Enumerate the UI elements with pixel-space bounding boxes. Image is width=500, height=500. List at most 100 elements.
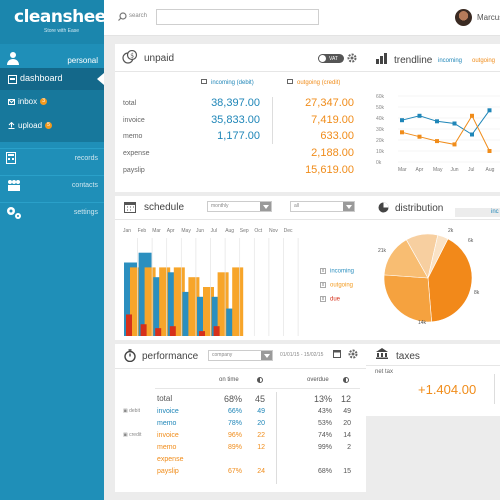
bar-due[interactable] — [213, 326, 220, 336]
row-label: expense — [123, 150, 150, 157]
sidebar-item-inbox[interactable]: inbox 3 — [8, 97, 48, 106]
active-indicator — [97, 73, 104, 85]
period-select[interactable]: monthly — [207, 201, 272, 212]
row-label: payslip — [123, 167, 145, 174]
count-badge: 5 — [45, 122, 53, 130]
month-label: Apr — [166, 228, 175, 234]
ontime-count: 22 — [257, 432, 265, 439]
sidebar-item-records[interactable]: records — [0, 148, 104, 168]
bar-due[interactable] — [140, 324, 147, 336]
vat-label: VAT — [329, 56, 338, 62]
data-point-outgoing[interactable] — [417, 134, 422, 139]
filter-select[interactable]: all — [290, 201, 355, 212]
bar-outgoing[interactable] — [130, 267, 141, 336]
data-point-incoming[interactable] — [487, 108, 492, 113]
sidebar-item-dashboard[interactable]: dashboard — [0, 68, 104, 90]
row-label[interactable]: invoice — [157, 432, 179, 439]
trendline-chart: 60k 50k 40k 30k 20k 10k 0k Mar Apr May Jun Jul Aug — [376, 94, 500, 173]
user-name[interactable]: Marcus — [477, 13, 500, 22]
sidebar-item-settings[interactable]: settings — [0, 202, 104, 222]
row-label[interactable]: invoice — [157, 408, 179, 415]
overdue-pct: 53% — [317, 420, 332, 427]
bar-outgoing[interactable] — [144, 267, 156, 336]
overdue-pct: 99% — [317, 444, 332, 451]
data-point-incoming[interactable] — [470, 132, 474, 137]
data-point-incoming[interactable] — [417, 113, 422, 118]
divider — [366, 71, 500, 72]
overdue-count: 12 — [340, 394, 351, 404]
card-title: unpaid — [144, 53, 175, 64]
bar-outgoing[interactable] — [188, 277, 200, 336]
bar-due[interactable] — [126, 314, 132, 336]
envelope-icon — [8, 98, 15, 105]
checkbox[interactable]: x — [320, 296, 326, 302]
bar-outgoing[interactable] — [173, 267, 185, 336]
bar-due[interactable] — [155, 328, 162, 336]
checkbox[interactable]: x — [320, 282, 326, 288]
avatar[interactable] — [455, 9, 472, 26]
data-point-outgoing[interactable] — [400, 130, 404, 135]
slice-label: 14k — [418, 320, 427, 326]
schedule-bar-chart — [124, 238, 299, 336]
row-label[interactable]: memo — [157, 444, 177, 451]
data-point-outgoing[interactable] — [487, 149, 492, 153]
stopwatch-icon — [124, 349, 136, 362]
vat-toggle[interactable]: VAT — [318, 54, 344, 63]
month-label: Sep — [239, 228, 249, 234]
pie-slice[interactable] — [383, 274, 432, 323]
tab-incoming[interactable]: inc — [491, 209, 499, 215]
inbox-tray-icon — [8, 75, 17, 84]
sidebar-item-contacts[interactable]: contacts — [0, 175, 104, 195]
gear-icon[interactable] — [348, 349, 358, 359]
row-label[interactable]: payslip — [157, 468, 179, 475]
logo[interactable]: cleansheet Store with Ease — [0, 0, 114, 44]
pie-slice[interactable] — [427, 238, 473, 323]
bar-due[interactable] — [199, 331, 205, 336]
y-tick-label: 10k — [376, 149, 385, 155]
legend-due[interactable]: x due — [320, 296, 341, 303]
data-point-incoming[interactable] — [400, 118, 404, 123]
data-point-outgoing[interactable] — [470, 113, 474, 118]
month-label: Jan — [123, 228, 132, 234]
column-header-outgoing: outgoing (credit) — [287, 79, 340, 86]
data-point-outgoing[interactable] — [435, 139, 439, 144]
divider — [115, 71, 366, 72]
bar-outgoing[interactable] — [159, 267, 171, 336]
checkbox[interactable]: x — [320, 268, 326, 274]
data-point-outgoing[interactable] — [452, 142, 457, 147]
row-label[interactable]: memo — [157, 420, 177, 427]
data-point-incoming[interactable] — [435, 119, 439, 124]
legend-outgoing[interactable]: outgoing — [472, 58, 496, 64]
ontime-count: 45 — [254, 394, 265, 404]
sidebar-item-upload[interactable]: upload 5 — [8, 121, 53, 130]
pie-slice[interactable] — [427, 234, 449, 279]
series-line-outgoing — [401, 114, 490, 152]
date-range[interactable]: 01/01/15 - 15/02/15 — [280, 352, 324, 358]
overdue-pct: 68% — [317, 468, 332, 475]
sidebar-item-label: dashboard — [20, 73, 63, 83]
legend-incoming[interactable]: incoming — [438, 58, 463, 64]
taxes-card: taxes net tax +1.404.00 — [366, 344, 500, 416]
row-label[interactable]: expense — [157, 456, 184, 463]
amount-outgoing: 7,419.00 — [311, 114, 354, 126]
count-badge: 3 — [40, 98, 48, 106]
search-label: search — [129, 13, 148, 19]
data-point-incoming[interactable] — [452, 121, 457, 126]
outbox-icon — [287, 79, 293, 84]
distribution-card: distribution inc 21k 14k 8k 6k 2k — [366, 196, 500, 340]
scope-select[interactable]: company — [208, 350, 273, 361]
y-tick-label: 60k — [376, 94, 385, 100]
bar-outgoing[interactable] — [203, 287, 214, 336]
bar-outgoing[interactable] — [217, 272, 229, 336]
sidebar-item-personal[interactable]: personal — [0, 48, 104, 70]
gear-icon[interactable] — [347, 53, 357, 63]
search-icon[interactable] — [118, 12, 127, 21]
search-input[interactable] — [156, 9, 319, 25]
calendar-icon[interactable] — [333, 350, 341, 358]
legend-incoming[interactable]: x incoming — [320, 268, 355, 275]
ontime-pct: 68% — [223, 394, 242, 404]
legend-outgoing[interactable]: x outgoing — [320, 282, 354, 289]
gears-icon — [7, 207, 21, 219]
bar-outgoing[interactable] — [232, 267, 244, 336]
bar-due[interactable] — [169, 326, 176, 336]
